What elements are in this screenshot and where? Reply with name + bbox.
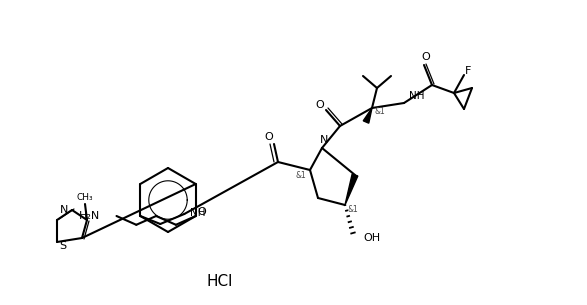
Text: O: O [316,100,325,110]
Text: O: O [265,132,274,142]
Polygon shape [363,108,372,123]
Text: F: F [465,66,471,76]
Text: H₂N: H₂N [79,211,100,221]
Text: OH: OH [363,233,380,243]
Text: CH₃: CH₃ [77,192,93,202]
Text: S: S [59,241,66,251]
Text: N: N [320,135,328,145]
Text: &1: &1 [375,107,386,117]
Text: N: N [60,205,68,215]
Polygon shape [345,174,358,205]
Text: &1: &1 [296,170,306,180]
Text: O: O [421,52,430,62]
Text: NH: NH [190,208,206,218]
Text: &1: &1 [348,206,359,214]
Text: NH: NH [409,91,424,101]
Text: O: O [197,207,206,217]
Text: HCl: HCl [207,274,233,289]
